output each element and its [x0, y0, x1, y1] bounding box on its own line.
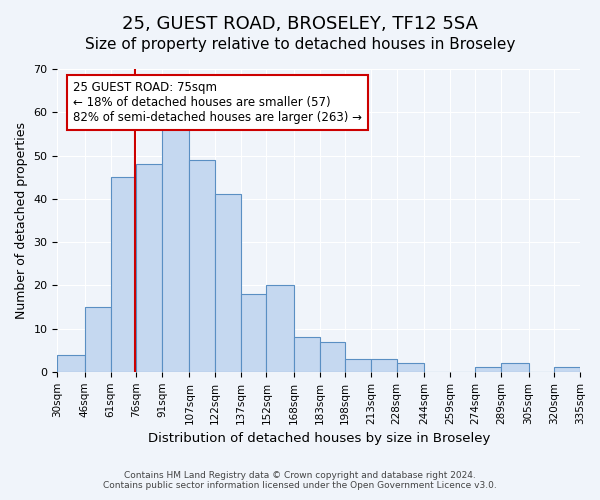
- X-axis label: Distribution of detached houses by size in Broseley: Distribution of detached houses by size …: [148, 432, 490, 445]
- Bar: [241, 294, 266, 372]
- Text: Contains HM Land Registry data © Crown copyright and database right 2024.
Contai: Contains HM Land Registry data © Crown c…: [103, 470, 497, 490]
- Bar: [136, 164, 162, 372]
- Bar: [320, 342, 345, 372]
- Bar: [501, 363, 529, 372]
- Bar: [266, 286, 294, 372]
- Y-axis label: Number of detached properties: Number of detached properties: [15, 122, 28, 319]
- Bar: [162, 121, 190, 372]
- Bar: [554, 368, 580, 372]
- Bar: [371, 359, 397, 372]
- Bar: [190, 160, 215, 372]
- Text: Size of property relative to detached houses in Broseley: Size of property relative to detached ho…: [85, 38, 515, 52]
- Bar: [85, 307, 110, 372]
- Bar: [215, 194, 241, 372]
- Bar: [345, 359, 371, 372]
- Bar: [475, 368, 501, 372]
- Bar: [58, 354, 85, 372]
- Bar: [294, 337, 320, 372]
- Text: 25 GUEST ROAD: 75sqm
← 18% of detached houses are smaller (57)
82% of semi-detac: 25 GUEST ROAD: 75sqm ← 18% of detached h…: [73, 81, 362, 124]
- Bar: [397, 363, 424, 372]
- Text: 25, GUEST ROAD, BROSELEY, TF12 5SA: 25, GUEST ROAD, BROSELEY, TF12 5SA: [122, 15, 478, 33]
- Bar: [110, 177, 136, 372]
